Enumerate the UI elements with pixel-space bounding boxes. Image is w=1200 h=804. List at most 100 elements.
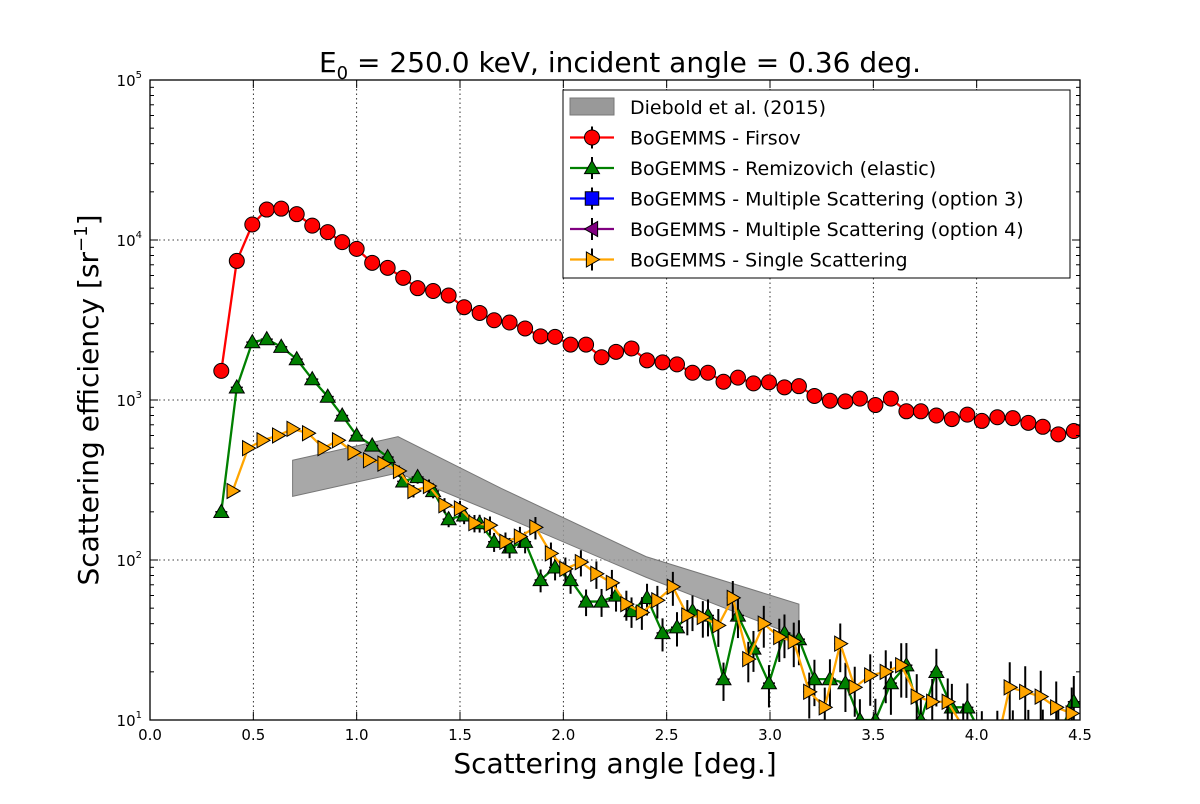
data-point	[485, 533, 503, 548]
data-point	[882, 674, 900, 690]
data-point	[654, 354, 671, 371]
data-point	[559, 560, 574, 578]
data-point	[959, 406, 976, 423]
data-point	[639, 352, 656, 369]
data-point	[562, 336, 579, 353]
data-point	[821, 392, 838, 409]
data-point	[773, 628, 788, 646]
data-point	[941, 693, 957, 711]
data-point	[362, 451, 378, 469]
data-point	[242, 439, 257, 457]
x-axis-label: Scattering angle [deg.]	[453, 747, 776, 780]
y-tick-label: 105	[117, 70, 142, 90]
data-point	[392, 462, 408, 480]
legend-entry: BoGEMMS - Firsov	[570, 126, 801, 150]
x-tick-label: 1.0	[345, 726, 369, 744]
data-point	[425, 283, 442, 300]
data-point	[654, 624, 671, 640]
data-point	[855, 711, 865, 720]
data-point	[286, 420, 302, 438]
data-point	[700, 364, 716, 381]
data-point	[760, 674, 778, 690]
data-point	[468, 514, 483, 532]
x-tick-label: 0.5	[241, 726, 265, 744]
data-point	[668, 618, 686, 634]
data-point	[348, 426, 366, 442]
data-point	[438, 496, 454, 514]
data-point	[440, 510, 457, 526]
data-point	[331, 431, 347, 449]
data-point	[681, 607, 696, 624]
data-point	[696, 608, 712, 626]
data-point	[562, 571, 579, 587]
data-point	[377, 455, 393, 473]
data-point	[712, 617, 727, 634]
data-point	[288, 350, 306, 366]
data-point	[347, 444, 363, 461]
data-point	[620, 595, 635, 613]
data-point	[228, 378, 246, 394]
data-point	[803, 683, 818, 701]
legend-swatch-band	[569, 97, 615, 116]
data-point	[409, 280, 426, 297]
data-point	[605, 574, 621, 592]
y-tick-label: 101	[117, 710, 142, 730]
data-point	[213, 362, 230, 379]
data-point	[363, 436, 381, 452]
x-tick-label: 1.5	[448, 726, 472, 744]
x-tick-label: 0.0	[138, 726, 162, 744]
data-point	[486, 312, 503, 329]
data-point	[916, 711, 926, 720]
data-point	[499, 533, 514, 551]
data-point	[943, 411, 960, 428]
data-point	[288, 206, 305, 223]
y-tick-label: 104	[117, 230, 142, 250]
legend-entry: BoGEMMS - Single Scattering	[570, 248, 908, 272]
data-point	[317, 439, 333, 457]
data-point	[301, 424, 317, 442]
data-point	[1005, 728, 1020, 741]
data-point	[577, 593, 595, 608]
legend-label: BoGEMMS - Remizovich (elastic)	[630, 158, 936, 180]
data-point	[837, 393, 854, 410]
data-point	[513, 528, 529, 545]
data-point	[304, 217, 321, 234]
data-point	[669, 356, 685, 373]
data-point	[787, 633, 803, 650]
data-point	[864, 667, 879, 684]
legend-entry: BoGEMMS - Remizovich (elastic)	[570, 157, 936, 180]
data-point	[483, 516, 499, 534]
data-point	[776, 379, 793, 396]
legend-frame	[562, 89, 1071, 279]
data-point	[806, 670, 823, 686]
legend-swatch-marker	[584, 191, 600, 206]
data-point	[895, 656, 910, 674]
data-point	[1004, 410, 1021, 427]
data-point	[879, 663, 895, 681]
data-point	[1020, 414, 1037, 431]
data-point	[989, 748, 1002, 763]
data-point	[319, 388, 337, 403]
y-tick-label: 102	[117, 550, 142, 570]
data-point	[501, 314, 518, 331]
data-point	[348, 240, 365, 257]
legend-swatch-marker	[584, 129, 600, 146]
legend-label: BoGEMMS - Single Scattering	[630, 250, 908, 272]
data-point	[529, 518, 544, 536]
data-point	[244, 216, 261, 233]
data-point	[635, 604, 651, 621]
data-point	[1019, 683, 1034, 701]
data-point	[1003, 678, 1019, 696]
data-point	[546, 558, 564, 574]
data-point	[1065, 423, 1080, 440]
data-point	[926, 693, 941, 711]
data-point	[273, 200, 290, 217]
data-point	[973, 412, 990, 429]
series-0	[213, 200, 1080, 443]
chart-title: E0 = 250.0 keV, incident angle = 0.36 de…	[319, 46, 921, 84]
x-tick-label: 3.5	[861, 726, 885, 744]
data-point	[910, 688, 926, 705]
data-point	[715, 670, 732, 686]
data-point	[882, 390, 899, 407]
x-tick-label: 4.0	[965, 726, 989, 744]
